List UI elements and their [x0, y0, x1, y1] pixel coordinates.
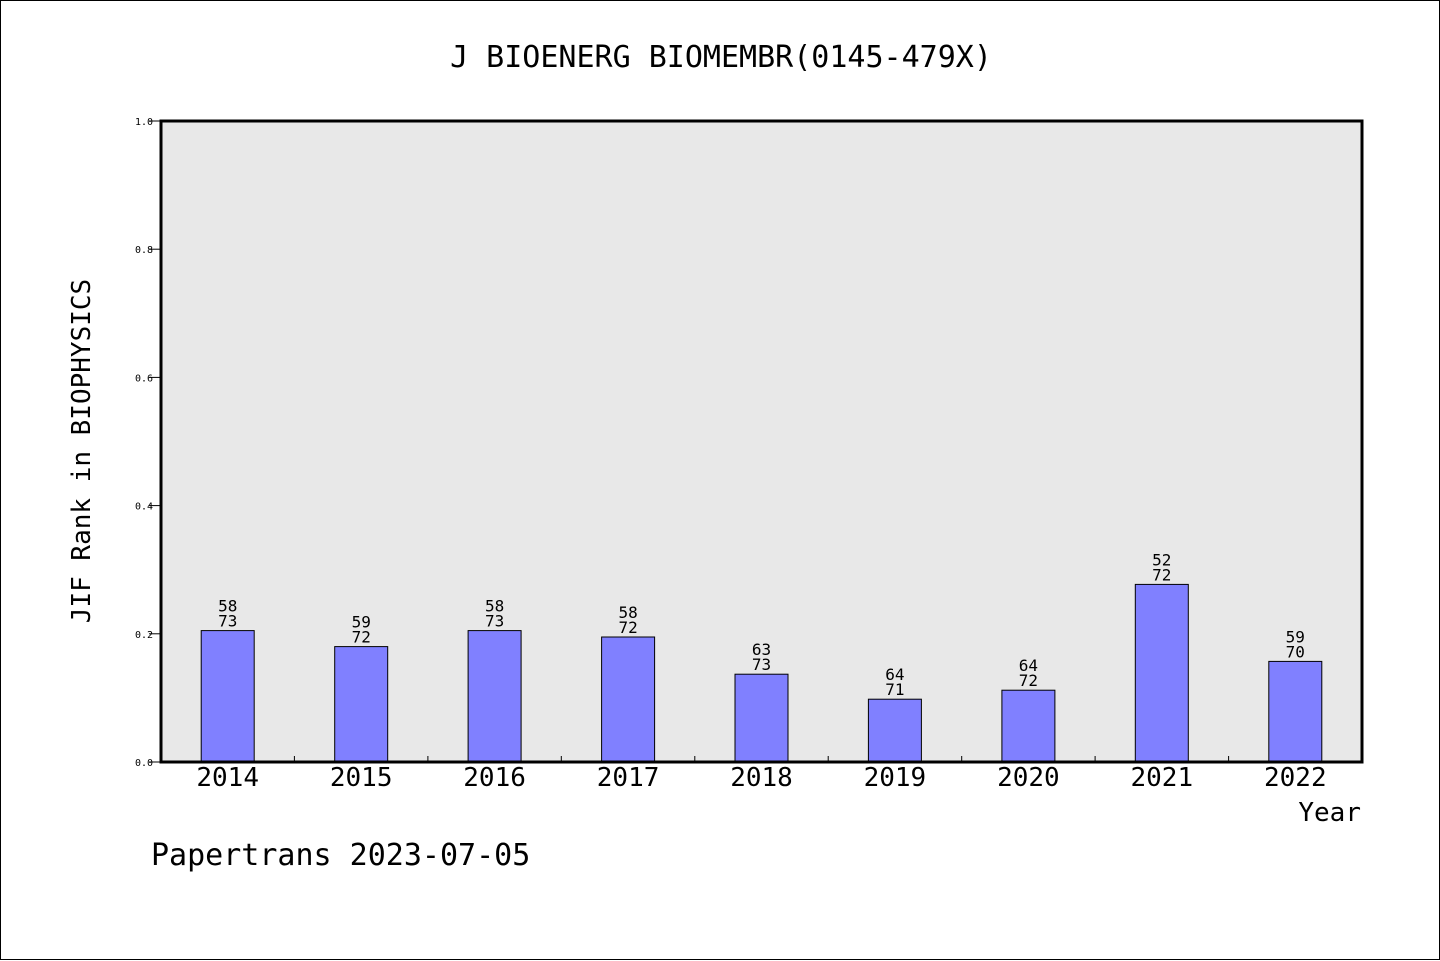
bar-2019	[867, 698, 922, 763]
bar-label-rank-2020: 64	[1019, 656, 1038, 675]
x-tick-label-2015: 2015	[330, 763, 393, 793]
x-tick-label-2017: 2017	[597, 763, 660, 793]
bar-label-rank-2014: 58	[218, 597, 237, 616]
bar-label-rank-2021: 52	[1152, 550, 1171, 569]
bar-2021	[1134, 583, 1189, 763]
bar-2014	[200, 630, 255, 763]
bar-label-total-2022: 70	[1286, 642, 1305, 661]
y-tick-label-0.6: 0.6	[135, 373, 153, 384]
bar-2018	[734, 673, 789, 763]
bar-label-rank-2018: 63	[752, 640, 771, 659]
bar-label-rank-2017: 58	[618, 603, 637, 622]
bar-label-total-2017: 72	[618, 618, 637, 637]
y-axis: 0.0 0.2 0.4 0.6 0.8 1.0	[135, 117, 161, 769]
y-tick-label-0.8: 0.8	[135, 245, 153, 256]
bar-2015	[334, 646, 389, 763]
x-tick-label-2022: 2022	[1264, 763, 1327, 793]
bar-label-rank-2022: 59	[1286, 627, 1305, 646]
bar-2016	[467, 630, 522, 763]
x-axis: 2014 2015 2016 2017 2018 2019 2020 2021 2022	[196, 756, 1327, 793]
bars-group	[200, 583, 1323, 763]
x-tick-label-2019: 2019	[864, 763, 927, 793]
y-tick-label-1.0: 1.0	[135, 117, 153, 128]
bar-label-total-2018: 73	[752, 655, 771, 674]
bar-label-total-2014: 73	[218, 612, 237, 631]
x-tick-label-2014: 2014	[196, 763, 259, 793]
y-tick-label-0.4: 0.4	[135, 502, 153, 513]
x-tick-label-2016: 2016	[463, 763, 526, 793]
x-tick-label-2018: 2018	[730, 763, 793, 793]
y-tick-label-0.2: 0.2	[135, 630, 153, 641]
bar-2020	[1001, 689, 1056, 763]
y-tick-label-0.0: 0.0	[135, 758, 153, 769]
bar-label-rank-2016: 58	[485, 597, 504, 616]
bar-label-rank-2015: 59	[352, 613, 371, 632]
bar-label-total-2015: 72	[352, 628, 371, 647]
x-tick-label-2020: 2020	[997, 763, 1060, 793]
footer-watermark: Papertrans 2023-07-05	[151, 838, 530, 873]
y-axis-label: JIF Rank in BIOPHYSICS	[67, 279, 97, 623]
chart-title: J BIOENERG BIOMEMBR(0145-479X)	[450, 40, 992, 75]
x-axis-label: Year	[1298, 798, 1361, 828]
bar-label-total-2016: 73	[485, 612, 504, 631]
bar-2022	[1268, 660, 1323, 763]
bar-label-total-2019: 71	[885, 680, 904, 699]
x-tick-label-2021: 2021	[1130, 763, 1193, 793]
bar-label-total-2020: 72	[1019, 671, 1038, 690]
bar-label-rank-2019: 64	[885, 665, 904, 684]
bar-2017	[601, 636, 656, 763]
bar-label-total-2021: 72	[1152, 565, 1171, 584]
plot-border	[159, 119, 1364, 764]
